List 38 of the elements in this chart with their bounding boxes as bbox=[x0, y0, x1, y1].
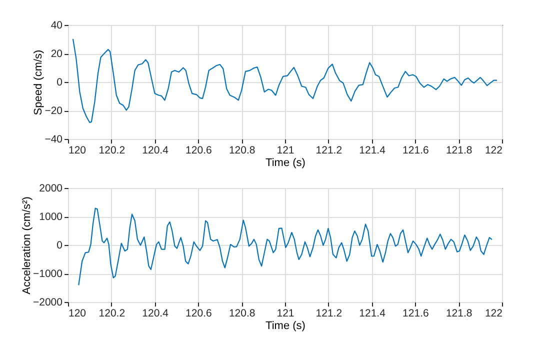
line-series bbox=[72, 38, 498, 124]
x-tick-label: 120.8 bbox=[228, 144, 256, 156]
y-tick-label: 1000 bbox=[39, 211, 63, 223]
y-tick-label: 0 bbox=[56, 76, 63, 88]
x-tick-label: 122 bbox=[484, 308, 503, 320]
y-tick-label: 20 bbox=[50, 48, 63, 60]
x-tick-label: 122 bbox=[484, 144, 503, 156]
y-tick-label: −20 bbox=[44, 105, 63, 117]
x-tick-label: 120 bbox=[68, 308, 86, 320]
x-tick-label: 121.2 bbox=[316, 308, 342, 320]
x-tick-label: 120.4 bbox=[142, 144, 169, 156]
x-tick-label: 120.6 bbox=[186, 144, 212, 156]
y-tick-label: −2000 bbox=[33, 296, 63, 308]
x-tick-label: 121.8 bbox=[446, 144, 472, 156]
x-tick-label: 121.4 bbox=[359, 308, 386, 320]
y-tick-label: 40 bbox=[50, 20, 63, 32]
x-tick-label: 120 bbox=[68, 144, 86, 156]
x-axis-title: Time (s) bbox=[266, 320, 306, 332]
x-tick-label: 120.8 bbox=[228, 308, 256, 320]
y-tick-label: −40 bbox=[44, 134, 63, 146]
x-axis-title: Time (s) bbox=[266, 157, 306, 169]
x-tick-label: 121 bbox=[276, 144, 294, 156]
x-tick-label: 120.6 bbox=[186, 308, 212, 320]
x-tick-label: 121.2 bbox=[316, 144, 342, 156]
x-tick-label: 121.8 bbox=[446, 308, 472, 320]
x-tick-label: 120.2 bbox=[98, 144, 126, 156]
line-series bbox=[78, 208, 493, 286]
y-axis-title: Speed (cm/s) bbox=[32, 50, 45, 116]
y-tick-label: 0 bbox=[56, 240, 63, 252]
x-tick-label: 121.6 bbox=[402, 308, 429, 320]
x-tick-label: 120.4 bbox=[142, 308, 169, 320]
y-tick-label: −1000 bbox=[33, 268, 63, 280]
x-tick-label: 121.6 bbox=[402, 144, 429, 156]
x-tick-label: 120.2 bbox=[98, 308, 126, 320]
x-tick-label: 121.4 bbox=[359, 144, 386, 156]
x-tick-label: 121 bbox=[276, 308, 294, 320]
y-axis-title: Acceleration (cm/s²) bbox=[21, 196, 34, 294]
y-tick-label: 2000 bbox=[39, 182, 63, 194]
